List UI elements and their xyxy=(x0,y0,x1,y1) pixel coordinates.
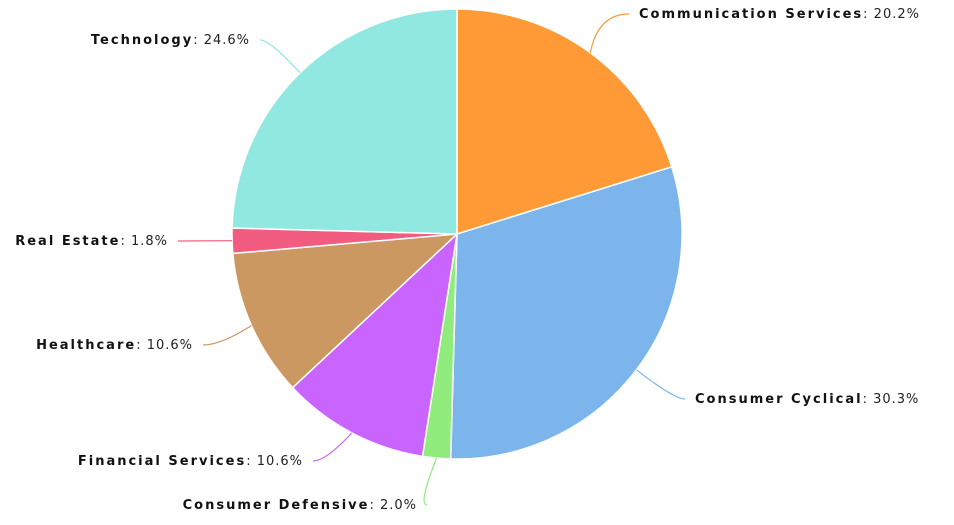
data-label-value: : 10.6% xyxy=(246,454,303,469)
data-label-value: : 10.6% xyxy=(136,338,193,353)
data-label-financial-services: Financial Services: 10.6% xyxy=(78,454,303,469)
connector-technology xyxy=(259,39,301,74)
connector-communication-services xyxy=(589,13,630,53)
data-label-value: : 2.0% xyxy=(369,498,417,513)
data-labels: Communication Services: 20.2% Consumer Cy… xyxy=(15,7,920,513)
data-label-value: : 1.8% xyxy=(120,234,168,249)
label-connectors xyxy=(177,13,686,506)
pie-slice-consumer-cyclical[interactable] xyxy=(449,166,683,460)
data-label-name: Healthcare xyxy=(36,338,136,353)
data-label-communication-services: Communication Services: 20.2% xyxy=(639,7,920,22)
data-label-name: Technology xyxy=(91,33,193,48)
connector-consumer-cyclical xyxy=(636,369,686,400)
pie-slice-communication-services[interactable] xyxy=(456,8,673,235)
data-label-value: : 30.3% xyxy=(863,392,920,407)
pie-slices xyxy=(231,8,683,460)
pie-slice-technology[interactable] xyxy=(231,8,458,235)
pie-slice-financial-services[interactable] xyxy=(291,233,458,458)
data-label-consumer-cyclical: Consumer Cyclical: 30.3% xyxy=(695,392,919,407)
data-label-healthcare: Healthcare: 10.6% xyxy=(36,338,193,353)
data-label-name: Communication Services xyxy=(639,7,863,22)
data-label-name: Financial Services xyxy=(78,454,246,469)
data-label-value: : 20.2% xyxy=(863,7,920,22)
data-label-real-estate: Real Estate: 1.8% xyxy=(15,234,168,249)
connector-healthcare xyxy=(202,324,252,346)
data-label-value: : 24.6% xyxy=(193,33,250,48)
data-label-name: Real Estate xyxy=(15,234,120,249)
data-label-consumer-defensive: Consumer Defensive: 2.0% xyxy=(183,498,417,513)
data-label-name: Consumer Defensive xyxy=(183,498,370,513)
data-label-name: Consumer Cyclical xyxy=(695,392,863,407)
connector-consumer-defensive xyxy=(423,457,438,506)
data-label-technology: Technology: 24.6% xyxy=(91,33,250,48)
connector-financial-services xyxy=(312,432,353,462)
